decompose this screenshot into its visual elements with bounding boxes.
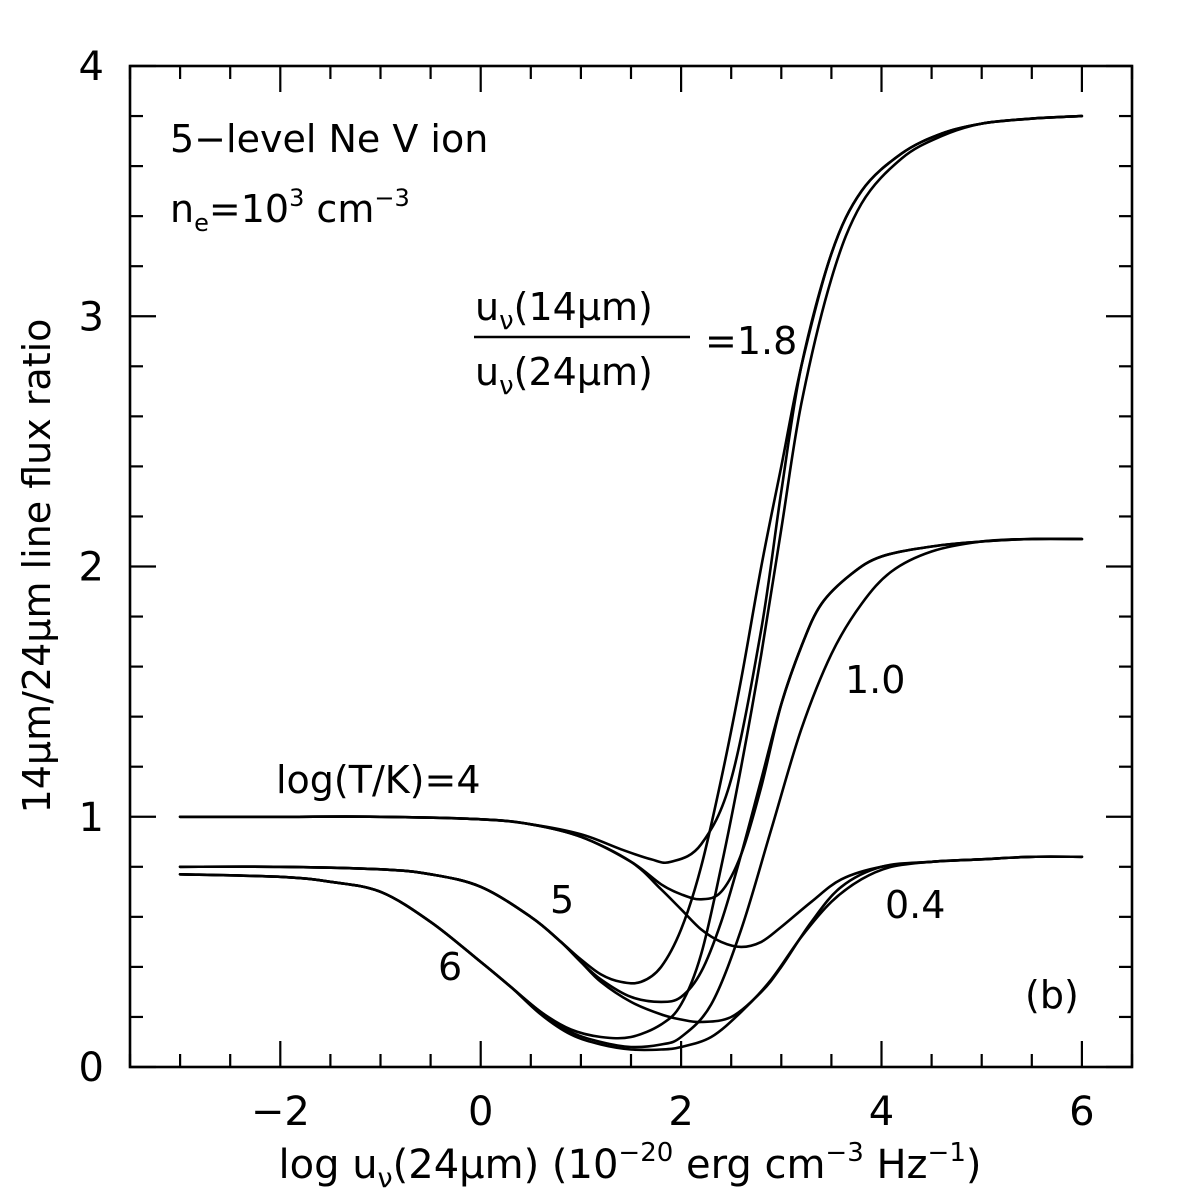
panel-label: (b) bbox=[1025, 973, 1079, 1017]
y-tick-label: 4 bbox=[79, 44, 104, 90]
y-tick-label: 2 bbox=[79, 545, 104, 591]
x-tick-label: −2 bbox=[251, 1089, 310, 1135]
x-tick-label: 4 bbox=[869, 1089, 894, 1135]
x-axis-label: log uν(24μm) (10−20 erg cm−3 Hz−1) bbox=[279, 1138, 982, 1194]
y-tick-label: 1 bbox=[79, 795, 104, 841]
density-label: ne=103 cm−3 bbox=[170, 184, 410, 237]
series-line-7 bbox=[178, 114, 1084, 1040]
y-axis-label: 14μm/24μm line flux ratio bbox=[15, 319, 59, 814]
label-temp-6: 6 bbox=[438, 945, 462, 989]
series-group bbox=[178, 114, 1084, 1052]
series-line-3 bbox=[178, 815, 1084, 949]
series-line-9 bbox=[178, 855, 1084, 1052]
x-tick-label: 0 bbox=[468, 1089, 493, 1135]
series-line-6 bbox=[178, 855, 1084, 1024]
series-line-2 bbox=[178, 537, 1084, 901]
y-tick-label: 3 bbox=[79, 294, 104, 340]
axis-ticks bbox=[128, 64, 1134, 1069]
ratio-value-label: =1.8 bbox=[705, 319, 797, 363]
label-ratio-0-4: 0.4 bbox=[885, 883, 945, 927]
x-tick-labels: −2 0 2 4 6 bbox=[251, 1089, 1095, 1135]
y-tick-label: 0 bbox=[79, 1045, 104, 1091]
ratio-denominator: uν(24μm) bbox=[475, 350, 653, 401]
ion-label: 5−level Ne V ion bbox=[170, 117, 488, 161]
label-temp-4: log(T/K)=4 bbox=[276, 758, 481, 802]
label-ratio-1-0: 1.0 bbox=[845, 658, 905, 702]
ratio-numerator: uν(14μm) bbox=[475, 285, 653, 336]
x-tick-label: 6 bbox=[1069, 1089, 1094, 1135]
label-temp-5: 5 bbox=[550, 878, 574, 922]
x-tick-label: 2 bbox=[668, 1089, 693, 1135]
y-tick-labels: 0 1 2 3 4 bbox=[79, 44, 104, 1091]
